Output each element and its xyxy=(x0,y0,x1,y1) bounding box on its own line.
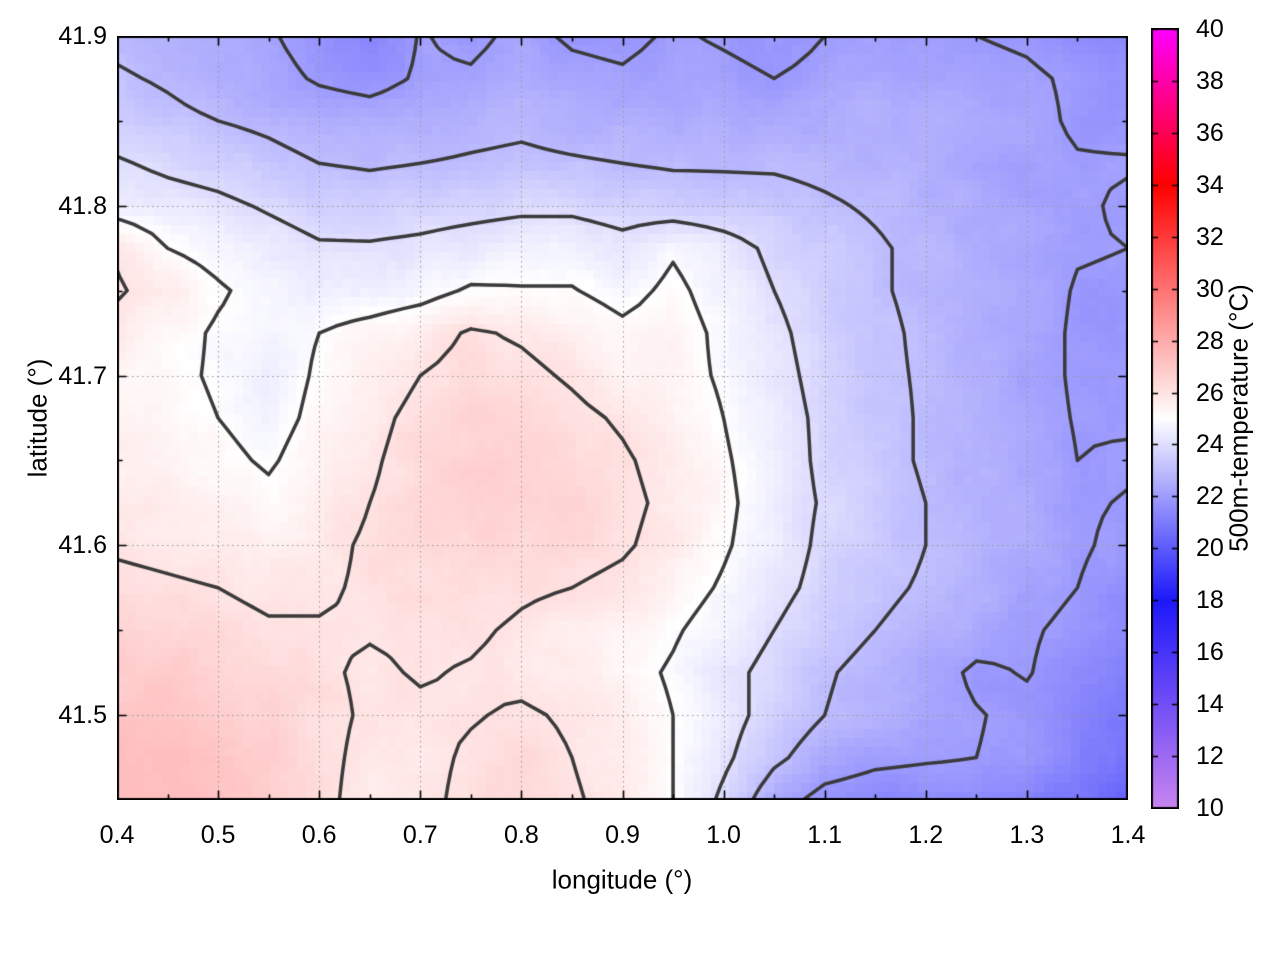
colorbar-label: 500m-temperature (°C) xyxy=(1223,284,1254,552)
colorbar-tick-label: 28 xyxy=(1196,326,1224,355)
colorbar-tick-label: 24 xyxy=(1196,430,1224,459)
x-tick-label: 0.7 xyxy=(402,821,438,849)
colorbar-tick-label: 38 xyxy=(1196,66,1224,95)
heatmap-plot-area xyxy=(117,36,1128,800)
colorbar-tick-label: 10 xyxy=(1196,794,1224,822)
colorbar-tick-label: 22 xyxy=(1196,482,1224,511)
colorbar-tick-label: 34 xyxy=(1196,170,1224,199)
x-axis-label: longitude (°) xyxy=(551,864,693,895)
colorbar-tick-label: 40 xyxy=(1196,15,1224,43)
y-axis-label: latitude (°) xyxy=(22,358,53,478)
colorbar-tick-label: 14 xyxy=(1196,690,1224,719)
colorbar-tick-label: 20 xyxy=(1196,534,1224,563)
x-tick-label: 1.4 xyxy=(1110,821,1146,849)
x-tick-label: 1.3 xyxy=(1009,821,1045,849)
x-tick-label: 1.1 xyxy=(807,821,843,849)
x-tick-label: 0.6 xyxy=(301,821,337,849)
colorbar-tick-label: 36 xyxy=(1196,118,1224,147)
colorbar-tick-label: 16 xyxy=(1196,638,1224,667)
colorbar-tick-label: 26 xyxy=(1196,378,1224,407)
colorbar-tick-label: 18 xyxy=(1196,586,1224,615)
x-tick-label: 0.5 xyxy=(200,821,236,849)
y-tick-label: 41.9 xyxy=(58,22,107,50)
x-tick-label: 1.2 xyxy=(908,821,944,849)
y-tick-label: 41.5 xyxy=(58,701,107,730)
colorbar-tick-label: 30 xyxy=(1196,274,1224,303)
colorbar-tick-label: 12 xyxy=(1196,742,1224,771)
y-tick-label: 41.8 xyxy=(58,191,107,220)
x-tick-label: 1.0 xyxy=(706,821,741,849)
x-tick-label: 0.9 xyxy=(605,821,640,849)
x-tick-label: 0.4 xyxy=(99,821,135,849)
y-tick-label: 41.7 xyxy=(58,361,107,390)
y-tick-label: 41.6 xyxy=(58,531,107,560)
colorbar-tick-label: 32 xyxy=(1196,222,1224,251)
x-tick-label: 0.8 xyxy=(504,821,539,849)
colorbar xyxy=(1151,28,1179,809)
